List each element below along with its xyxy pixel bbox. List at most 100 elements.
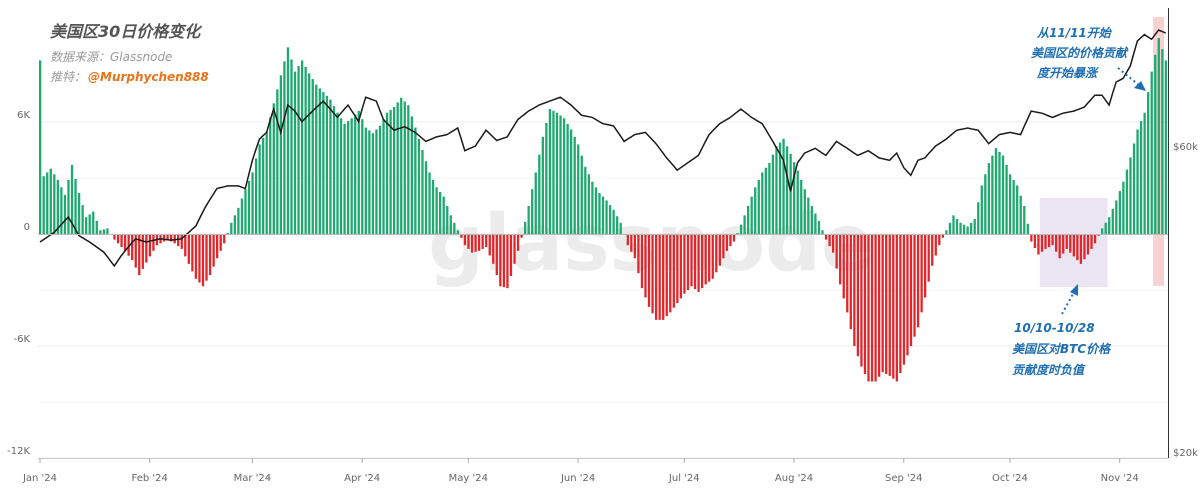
bar (216, 234, 219, 259)
bar (226, 233, 229, 234)
bar (230, 222, 233, 234)
bar (955, 219, 959, 234)
bar (807, 197, 810, 234)
bar (477, 234, 481, 251)
bar (1090, 234, 1093, 249)
bar (778, 142, 782, 234)
bar (456, 230, 460, 234)
bar (431, 179, 435, 234)
bar (1033, 234, 1037, 248)
bar (739, 224, 743, 234)
bar (219, 234, 222, 251)
y-right-tick-label: $20k (1173, 448, 1198, 459)
bar (85, 217, 88, 234)
bar (162, 234, 166, 242)
bar (1065, 234, 1068, 249)
bar (846, 234, 849, 313)
bar (460, 234, 463, 238)
bar (368, 130, 371, 234)
bar (870, 234, 874, 382)
bar (683, 234, 686, 294)
bar (814, 213, 817, 234)
bar (1101, 228, 1104, 234)
bar (863, 234, 867, 374)
bar (647, 234, 651, 307)
bar (393, 107, 396, 234)
bar (771, 154, 775, 234)
bar (803, 189, 806, 234)
bar (577, 144, 580, 234)
bar (254, 158, 258, 234)
bar (1147, 92, 1150, 234)
bar (570, 129, 573, 234)
bar (973, 219, 976, 234)
bar (240, 198, 244, 234)
bar (414, 127, 417, 234)
bar (53, 174, 56, 234)
bar (145, 234, 148, 263)
bar (608, 205, 612, 234)
x-tick-label: Oct '24 (992, 473, 1028, 484)
bar (704, 234, 707, 285)
x-tick-label: Jul '24 (668, 473, 700, 484)
bar (131, 234, 134, 261)
bar (619, 222, 622, 234)
bar (439, 192, 442, 234)
bar (1108, 217, 1111, 234)
bar (548, 108, 552, 234)
bar (1001, 155, 1005, 234)
bar (1072, 234, 1075, 257)
bar (693, 234, 697, 290)
twitter-label: 推特： (50, 70, 86, 84)
bar (686, 234, 690, 290)
bar (474, 234, 477, 252)
bar (665, 234, 668, 317)
bar (495, 234, 498, 276)
bar (1104, 222, 1107, 234)
bar (329, 99, 332, 234)
bar (1005, 164, 1008, 234)
bar (874, 234, 877, 382)
bar (722, 234, 725, 259)
bar (506, 234, 509, 289)
x-tick-label: May '24 (449, 473, 488, 484)
bar (435, 187, 438, 234)
bar (364, 127, 367, 234)
bar (545, 122, 548, 234)
bar (1058, 234, 1061, 259)
bar (789, 153, 792, 234)
bar (283, 61, 286, 235)
bar (488, 234, 491, 256)
bar (60, 187, 63, 234)
bar (555, 112, 559, 234)
bar (1023, 206, 1026, 234)
bar (860, 234, 863, 367)
bar (322, 92, 325, 234)
annotation-bottom-arrow (1061, 291, 1075, 315)
bar (300, 60, 304, 235)
bar (92, 211, 95, 234)
bar (736, 233, 739, 234)
bar (1161, 49, 1164, 235)
bar (626, 234, 629, 246)
bar (212, 234, 215, 267)
bar (272, 103, 275, 234)
bar (463, 234, 467, 246)
bar (1111, 208, 1114, 234)
bar (700, 234, 704, 289)
bar (959, 222, 962, 234)
bar (492, 234, 495, 264)
bar (81, 205, 84, 234)
bar (970, 222, 973, 234)
bar (265, 131, 268, 234)
bar (297, 66, 300, 234)
bar (421, 150, 424, 234)
bar (141, 234, 144, 269)
bar (1132, 143, 1136, 234)
bar (375, 129, 378, 234)
bar (446, 206, 449, 234)
bar (566, 123, 569, 234)
annotation-bottom-line-1: 10/10-10/28 (1014, 321, 1095, 335)
bar (350, 118, 353, 234)
bar (1154, 54, 1157, 234)
